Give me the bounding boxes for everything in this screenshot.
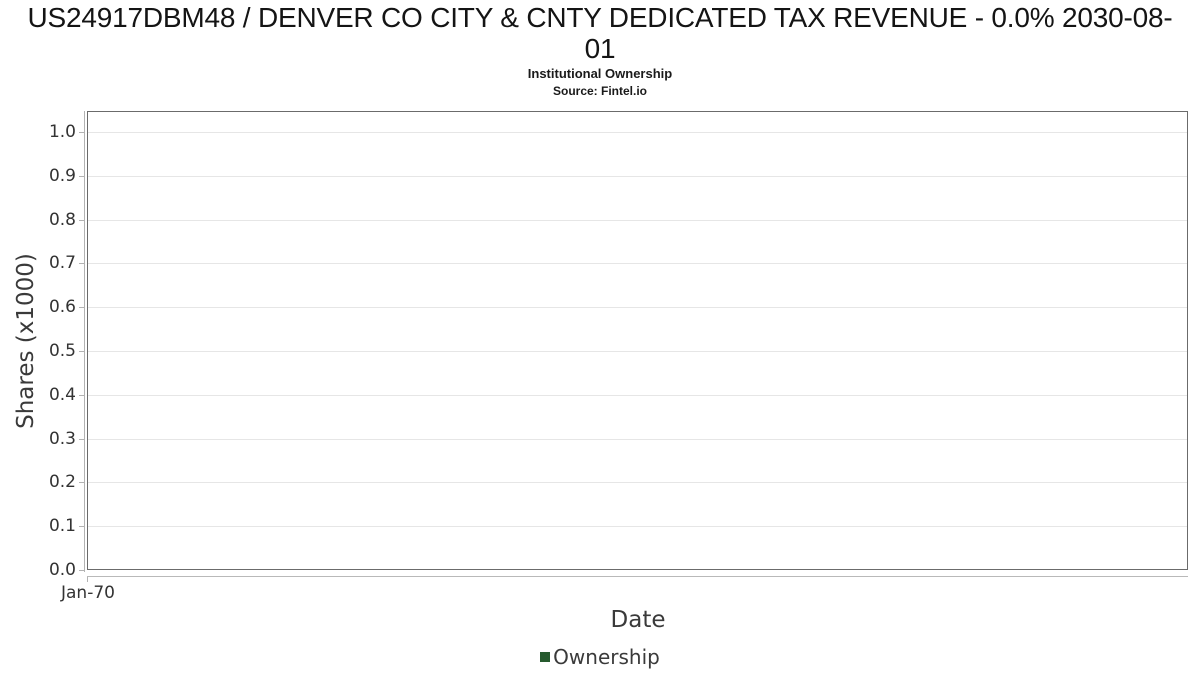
y-tick-label: 0.1 (48, 516, 76, 536)
legend-label: Ownership (553, 645, 660, 669)
y-tick-label: 0.9 (48, 166, 76, 186)
y-tick-mark (79, 482, 84, 483)
y-tick-label: 0.0 (48, 560, 76, 580)
legend-item-ownership[interactable]: Ownership (540, 645, 660, 669)
y-tick-label: 0.8 (48, 210, 76, 230)
gridline (88, 526, 1187, 527)
y-tick-mark (79, 132, 84, 133)
gridline (88, 307, 1187, 308)
x-axis-line (87, 576, 1188, 577)
legend: Ownership (0, 645, 1200, 669)
y-tick-label: 1.0 (48, 122, 76, 142)
y-tick-mark (79, 263, 84, 264)
y-tick-mark (79, 307, 84, 308)
y-tick-label: 0.6 (48, 297, 76, 317)
gridline (88, 220, 1187, 221)
chart-title: US24917DBM48 / DENVER CO CITY & CNTY DED… (27, 2, 1173, 64)
chart-subtitle: Institutional Ownership (527, 66, 673, 81)
y-tick-label: 0.7 (48, 253, 76, 273)
y-tick-mark (79, 351, 84, 352)
gridline (88, 176, 1187, 177)
y-tick-label: 0.2 (48, 472, 76, 492)
y-axis-title: Shares (x1000) (13, 253, 39, 429)
gridline (88, 439, 1187, 440)
y-tick-mark (79, 395, 84, 396)
x-axis-title: Date (610, 607, 666, 633)
gridline (88, 351, 1187, 352)
gridline (88, 263, 1187, 264)
x-tick-label: Jan-70 (61, 583, 115, 603)
y-tick-label: 0.5 (48, 341, 76, 361)
y-tick-mark (79, 439, 84, 440)
y-tick-mark (79, 570, 84, 571)
y-tick-mark (79, 526, 84, 527)
x-tick-mark (87, 577, 88, 582)
plot-area (87, 111, 1188, 570)
y-tick-label: 0.3 (48, 429, 76, 449)
y-tick-mark (79, 176, 84, 177)
chart-source-label: Source: Fintel.io (552, 84, 647, 98)
gridline (88, 132, 1187, 133)
y-tick-mark (79, 220, 84, 221)
gridline (88, 482, 1187, 483)
y-tick-label: 0.4 (48, 385, 76, 405)
legend-marker-icon (540, 652, 551, 662)
y-axis-line (84, 111, 85, 572)
gridline (88, 395, 1187, 396)
